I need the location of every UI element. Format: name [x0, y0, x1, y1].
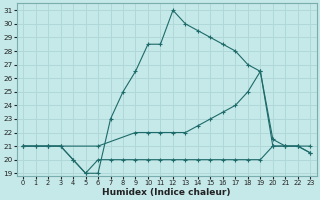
X-axis label: Humidex (Indice chaleur): Humidex (Indice chaleur) [102, 188, 231, 197]
